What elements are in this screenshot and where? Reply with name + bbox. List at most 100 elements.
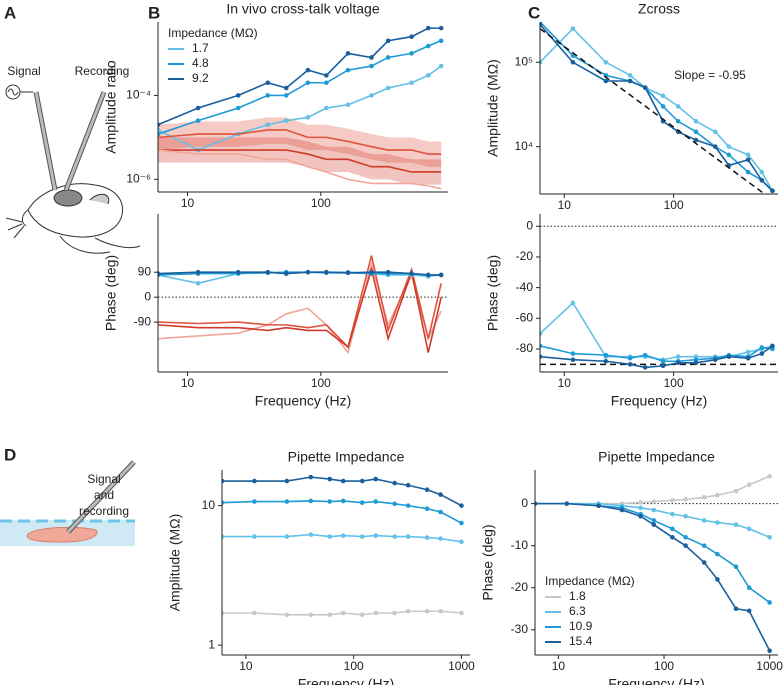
data-point <box>675 104 681 109</box>
data-point <box>693 118 699 124</box>
data-point <box>540 343 543 349</box>
y-tick-label: 10 <box>202 498 216 512</box>
data-point <box>733 522 739 527</box>
data-point <box>701 495 707 500</box>
data-point <box>670 497 675 503</box>
error-band <box>158 117 442 167</box>
data-point <box>619 507 625 513</box>
data-point <box>392 501 397 507</box>
data-point <box>222 500 225 505</box>
data-point <box>359 612 365 618</box>
data-point <box>745 152 751 158</box>
data-point <box>305 67 311 73</box>
data-point <box>305 269 311 275</box>
data-point <box>405 534 411 539</box>
data-point <box>767 474 772 479</box>
x-tick-label: 1000 <box>448 659 475 673</box>
y-axis-label: Phase (deg) <box>480 524 496 600</box>
data-point <box>438 25 444 31</box>
data-point <box>327 499 333 504</box>
data-point <box>670 526 675 532</box>
y-tick-label: 10⁻⁴ <box>126 88 151 102</box>
data-point <box>392 480 397 486</box>
data-point <box>359 500 365 505</box>
data-point <box>235 105 241 111</box>
y-tick-label: 90 <box>138 264 152 278</box>
data-point <box>459 520 464 526</box>
data-point <box>627 73 633 78</box>
data-point <box>345 102 351 108</box>
data-point <box>603 352 609 358</box>
data-point <box>308 612 314 618</box>
y-tick-label: -30 <box>511 622 529 636</box>
legend-label: 1.7 <box>192 41 209 55</box>
data-point <box>438 509 443 515</box>
data-point <box>405 503 411 508</box>
data-point <box>726 152 732 158</box>
data-point <box>438 608 443 614</box>
data-point <box>327 534 333 539</box>
series-line <box>222 500 462 524</box>
y-tick-label: 10⁵ <box>515 54 533 68</box>
data-point <box>373 610 378 616</box>
data-point <box>675 354 681 359</box>
data-point <box>438 63 444 69</box>
data-point <box>715 577 720 582</box>
illustration-label: Signal <box>87 472 120 486</box>
data-point <box>651 499 657 504</box>
data-point <box>675 360 681 366</box>
data-point <box>712 144 718 149</box>
data-point <box>359 534 365 539</box>
data-point <box>570 357 576 363</box>
mouse-illustration <box>5 84 141 254</box>
data-point <box>642 365 648 370</box>
data-point <box>759 177 765 183</box>
data-point <box>369 55 374 60</box>
data-point <box>627 362 633 367</box>
x-axis-label: Frequency (Hz) <box>255 393 351 409</box>
chart-title: In vivo cross-talk voltage <box>226 1 379 17</box>
data-point <box>670 511 675 517</box>
x-tick-label: 100 <box>664 376 684 390</box>
data-point <box>424 506 430 512</box>
data-point <box>745 349 751 355</box>
data-point <box>385 38 391 44</box>
data-point <box>359 478 365 484</box>
x-tick-label: 10 <box>552 659 566 673</box>
data-point <box>660 358 666 364</box>
plot-area <box>158 255 448 355</box>
data-point <box>158 131 161 137</box>
data-point <box>308 532 314 537</box>
data-point <box>701 560 707 565</box>
data-point <box>726 354 732 359</box>
data-point <box>409 80 414 86</box>
error-band <box>158 137 442 185</box>
data-point <box>570 351 576 356</box>
data-point <box>373 476 378 482</box>
data-point <box>373 499 378 504</box>
data-point <box>570 26 576 31</box>
x-tick-label: 10 <box>239 659 253 673</box>
data-point <box>701 543 707 548</box>
x-tick-label: 1000 <box>756 659 783 673</box>
data-point <box>746 482 752 488</box>
data-point <box>324 269 329 275</box>
data-point <box>265 269 271 275</box>
legend-label: 15.4 <box>569 634 593 648</box>
data-point <box>324 105 329 111</box>
data-point <box>409 34 414 40</box>
data-point <box>693 137 699 143</box>
data-point <box>158 122 161 128</box>
x-axis-label: Frequency (Hz) <box>608 676 704 685</box>
data-point <box>409 271 414 276</box>
data-point <box>424 608 430 614</box>
data-point <box>284 478 290 484</box>
data-point <box>651 507 657 513</box>
data-point <box>596 503 601 509</box>
data-point <box>715 492 720 498</box>
data-point <box>158 127 161 133</box>
data-point <box>369 269 374 275</box>
data-point <box>195 280 201 286</box>
data-point <box>235 269 241 275</box>
x-tick-label: 10 <box>558 376 572 390</box>
